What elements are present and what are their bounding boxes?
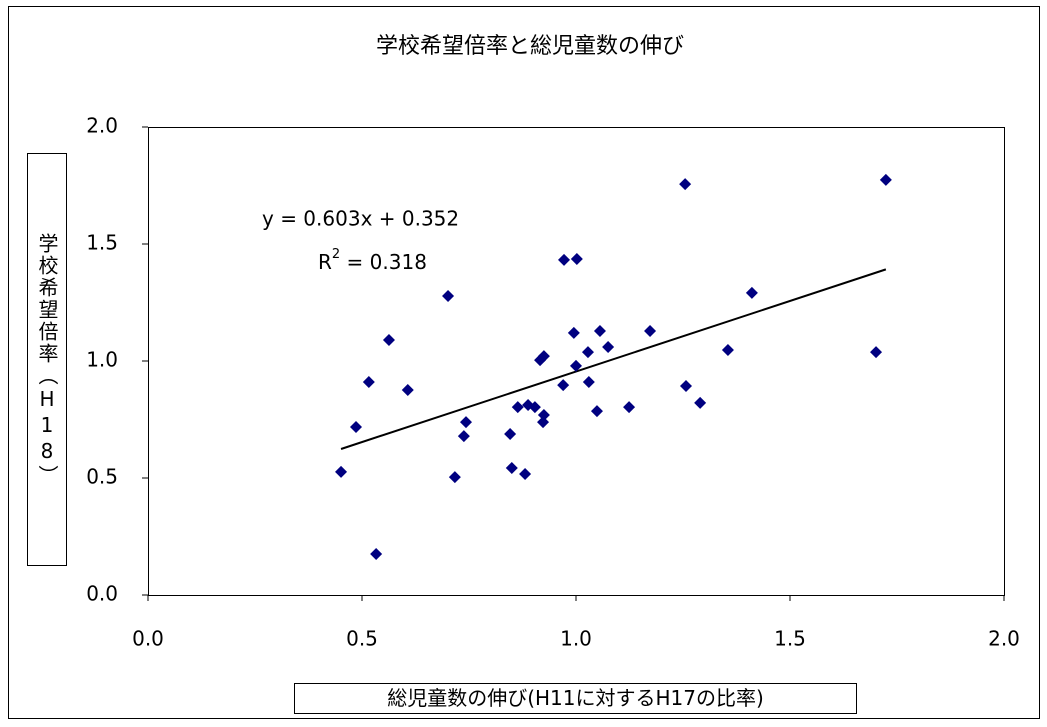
point (557, 379, 570, 392)
point (582, 376, 595, 389)
r-squared-exponent: 2 (332, 247, 340, 262)
point (590, 405, 603, 418)
point (537, 416, 550, 429)
point (558, 253, 571, 266)
point (694, 396, 707, 409)
y-tick-label: 0.5 (86, 465, 118, 489)
point (679, 380, 692, 393)
point (570, 252, 583, 265)
trend-equation: y = 0.603x + 0.352 (262, 207, 459, 231)
point (350, 420, 363, 433)
chart-border (8, 6, 1040, 719)
point (457, 430, 470, 443)
point (401, 384, 414, 397)
y-tick-label: 1.5 (86, 231, 118, 255)
point (537, 350, 550, 363)
point (335, 465, 348, 478)
point (679, 178, 692, 191)
r-squared-text: = 0.318 (340, 250, 427, 274)
trendline (340, 268, 887, 450)
point (593, 325, 606, 338)
point (721, 344, 734, 357)
point (602, 340, 615, 353)
x-tick-label: 0.5 (346, 627, 378, 651)
x-tick-label: 2.0 (988, 627, 1020, 651)
point (442, 289, 455, 302)
point (460, 416, 473, 429)
point (362, 376, 375, 389)
point (505, 461, 518, 474)
y-tick-label: 1.0 (86, 348, 118, 372)
x-tick-label: 1.0 (560, 627, 592, 651)
r-squared: R2 = 0.318 (318, 247, 427, 274)
point (570, 359, 582, 372)
point (879, 173, 892, 186)
chart-title: 学校希望倍率と総児童数の伸び (376, 34, 684, 59)
point (528, 401, 541, 414)
y-tick-label: 0.0 (86, 582, 118, 606)
x-axis-label: 総児童数の伸び(H11に対するH17の比率) (294, 683, 857, 714)
point (382, 333, 395, 346)
point (644, 325, 657, 338)
point (448, 471, 461, 484)
point (504, 428, 517, 441)
x-tick-label: 1.5 (774, 627, 806, 651)
point (567, 326, 580, 339)
point (370, 548, 383, 561)
r-squared-base: R (318, 250, 332, 274)
x-tick-label: 0.0 (132, 627, 164, 651)
point (870, 346, 883, 359)
point (511, 401, 524, 414)
y-axis-label: 学校希望倍率（H18） (27, 153, 67, 566)
point (623, 401, 636, 414)
point (745, 286, 758, 299)
y-tick-label: 2.0 (86, 114, 118, 138)
point (537, 409, 550, 422)
point (519, 468, 532, 481)
point (581, 346, 594, 359)
